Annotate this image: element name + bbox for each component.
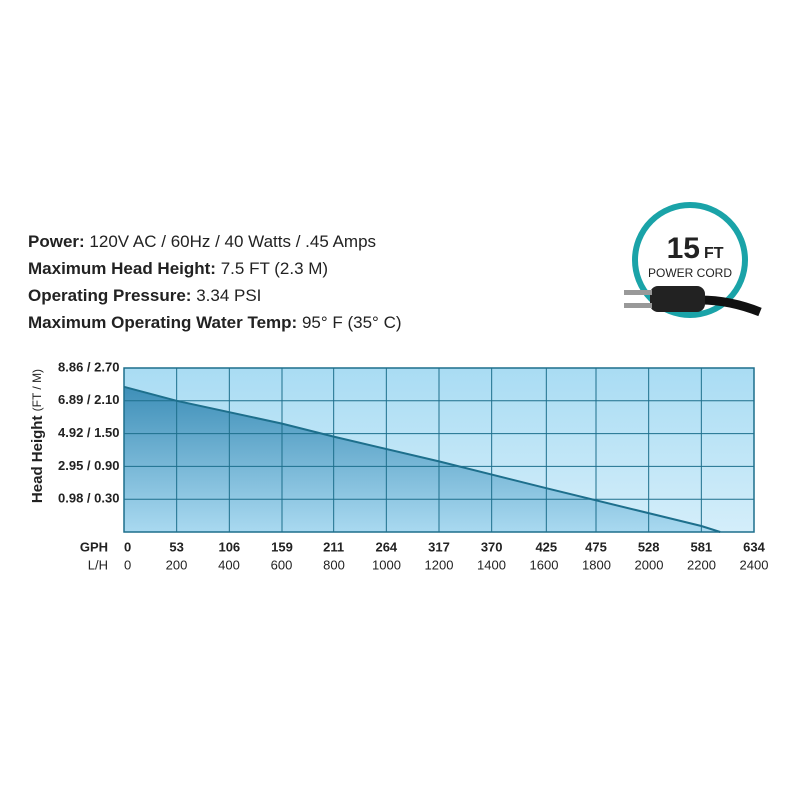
y-tick-label: 4.92 / 1.50 (58, 425, 119, 440)
x2-tick-label: 200 (166, 557, 188, 572)
prong (624, 290, 652, 295)
y-tick-label: 2.95 / 0.90 (58, 458, 119, 473)
spec-line: Power: 120V AC / 60Hz / 40 Watts / .45 A… (28, 232, 376, 251)
spec-value: 3.34 PSI (196, 286, 261, 305)
x-tick-label: 0 (124, 539, 131, 554)
spec-value: 120V AC / 60Hz / 40 Watts / .45 Amps (89, 232, 376, 251)
plot (123, 367, 755, 533)
plug (650, 286, 705, 312)
x-tick-label: 53 (169, 539, 183, 554)
x-tick-label: 634 (743, 539, 765, 554)
x2-tick-label: 1800 (582, 557, 611, 572)
x2-tick-label: 2000 (635, 557, 664, 572)
badge-text: POWER CORD (648, 266, 732, 280)
spec-line: Maximum Operating Water Temp: 95° F (35°… (28, 313, 402, 332)
y-tick-label: 6.89 / 2.10 (58, 392, 119, 407)
plot-frame (123, 367, 755, 533)
x2-label: L/H (88, 557, 108, 572)
cord (699, 295, 762, 317)
specs: Power: 120V AC / 60Hz / 40 Watts / .45 A… (28, 232, 402, 332)
spec-line: Maximum Head Height: 7.5 FT (2.3 M) (28, 259, 328, 278)
area (124, 386, 721, 532)
x2-tick-label: 2400 (740, 557, 769, 572)
x-tick-label: 370 (481, 539, 503, 554)
x2-tick-label: 1200 (425, 557, 454, 572)
spec-line: Operating Pressure: 3.34 PSI (28, 286, 261, 305)
x-tick-label: 106 (218, 539, 240, 554)
x2-tick-label: 1600 (530, 557, 559, 572)
y-unit: (FT / M) (30, 369, 44, 411)
x-tick-label: 425 (535, 539, 557, 554)
x-tick-label: 264 (375, 539, 397, 554)
spec-label: Power: (28, 232, 85, 251)
x2-tick-label: 800 (323, 557, 345, 572)
badge-number: 15 (667, 232, 700, 265)
y-tick-label: 8.86 / 2.70 (58, 359, 119, 374)
x-tick-label: 211 (323, 539, 344, 554)
x2-tick-label: 2200 (687, 557, 716, 572)
x2-tick-label: 1000 (372, 557, 401, 572)
x-label: GPH (80, 539, 108, 554)
x-tick-label: 317 (428, 539, 450, 554)
spec-value: 95° F (35° C) (302, 313, 402, 332)
spec-value: 7.5 FT (2.3 M) (221, 259, 328, 278)
spec-label: Maximum Head Height: (28, 259, 216, 278)
x-tick-label: 159 (271, 539, 293, 554)
x-tick-label: 528 (638, 539, 660, 554)
x2-tick-label: 400 (218, 557, 240, 572)
badge: 15 FT POWER CORD (624, 202, 762, 318)
badge-unit: FT (704, 245, 724, 262)
y-label-text: Head Height (29, 416, 46, 504)
x-tick-label: 581 (690, 539, 712, 554)
y-label: Head Height (FT / M) (29, 369, 46, 503)
spec-label: Maximum Operating Water Temp: (28, 313, 297, 332)
y-tick-label: 0.98 / 0.30 (58, 491, 119, 506)
spec-label: Operating Pressure: (28, 286, 191, 305)
x2-tick-label: 600 (271, 557, 293, 572)
x-tick-label: 475 (585, 539, 607, 554)
prong (624, 303, 652, 308)
x2-tick-label: 0 (124, 557, 131, 572)
x2-tick-label: 1400 (477, 557, 506, 572)
